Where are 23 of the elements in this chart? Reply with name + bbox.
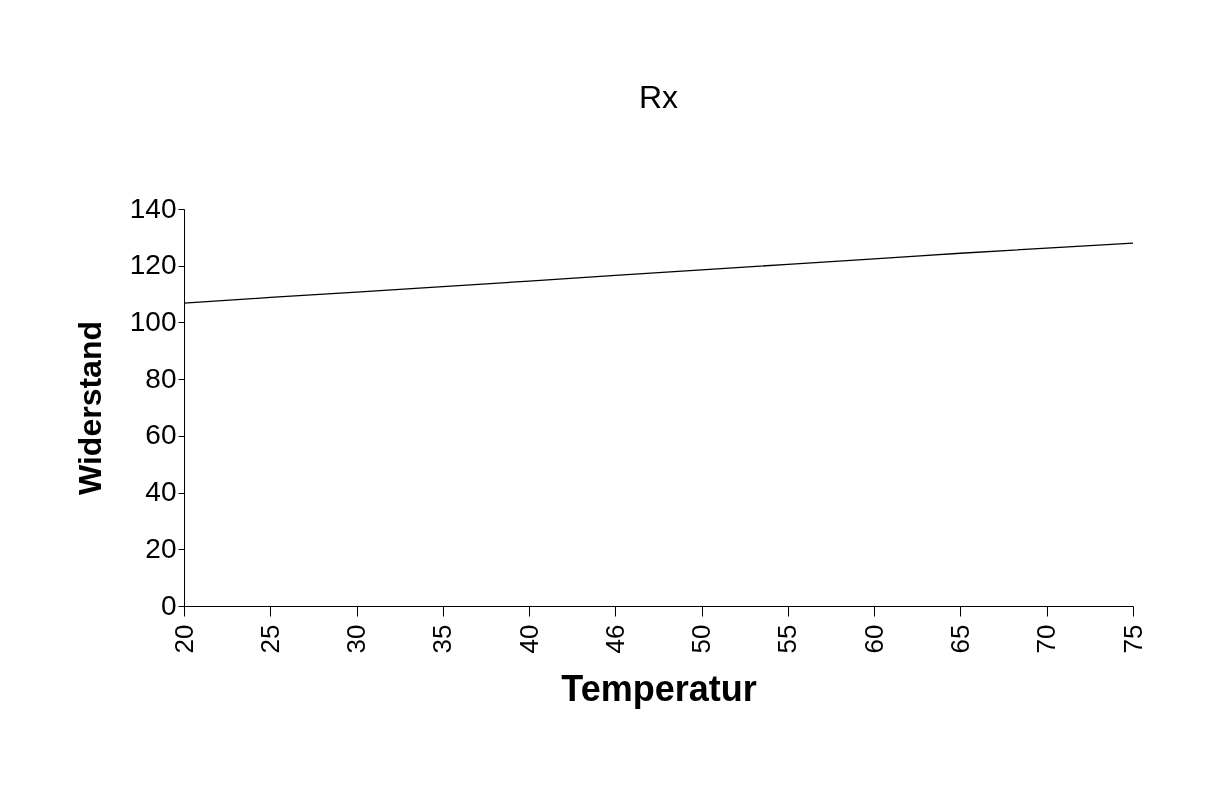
chart-title: Rx <box>638 79 679 115</box>
x-tick-label: 60 <box>858 624 889 654</box>
x-tick-label: 40 <box>513 624 544 654</box>
x-tick-label: 30 <box>341 624 372 654</box>
y-tick-label: 20 <box>145 532 177 564</box>
x-tick-label: 46 <box>599 624 630 654</box>
x-axis-title: Temperatur <box>561 668 757 710</box>
x-tick-label: 20 <box>168 624 199 654</box>
y-tick-label: 80 <box>145 362 177 394</box>
x-tick-label: 50 <box>686 624 717 654</box>
y-tick-label: 0 <box>160 589 177 621</box>
x-tick-label: 25 <box>254 624 285 654</box>
x-tick-label: 55 <box>772 624 803 654</box>
y-tick-label: 120 <box>129 249 177 281</box>
x-tick-label: 70 <box>1031 624 1062 654</box>
y-tick-label: 60 <box>145 419 177 451</box>
y-axis-title: Widerstand <box>71 321 108 495</box>
x-tick-label: 75 <box>1117 624 1148 654</box>
y-tick-label: 140 <box>129 192 177 224</box>
x-tick-label: 35 <box>427 624 458 654</box>
y-tick-label: 100 <box>129 305 177 337</box>
x-tick-label: 65 <box>944 624 975 654</box>
y-tick-label: 40 <box>145 476 177 508</box>
